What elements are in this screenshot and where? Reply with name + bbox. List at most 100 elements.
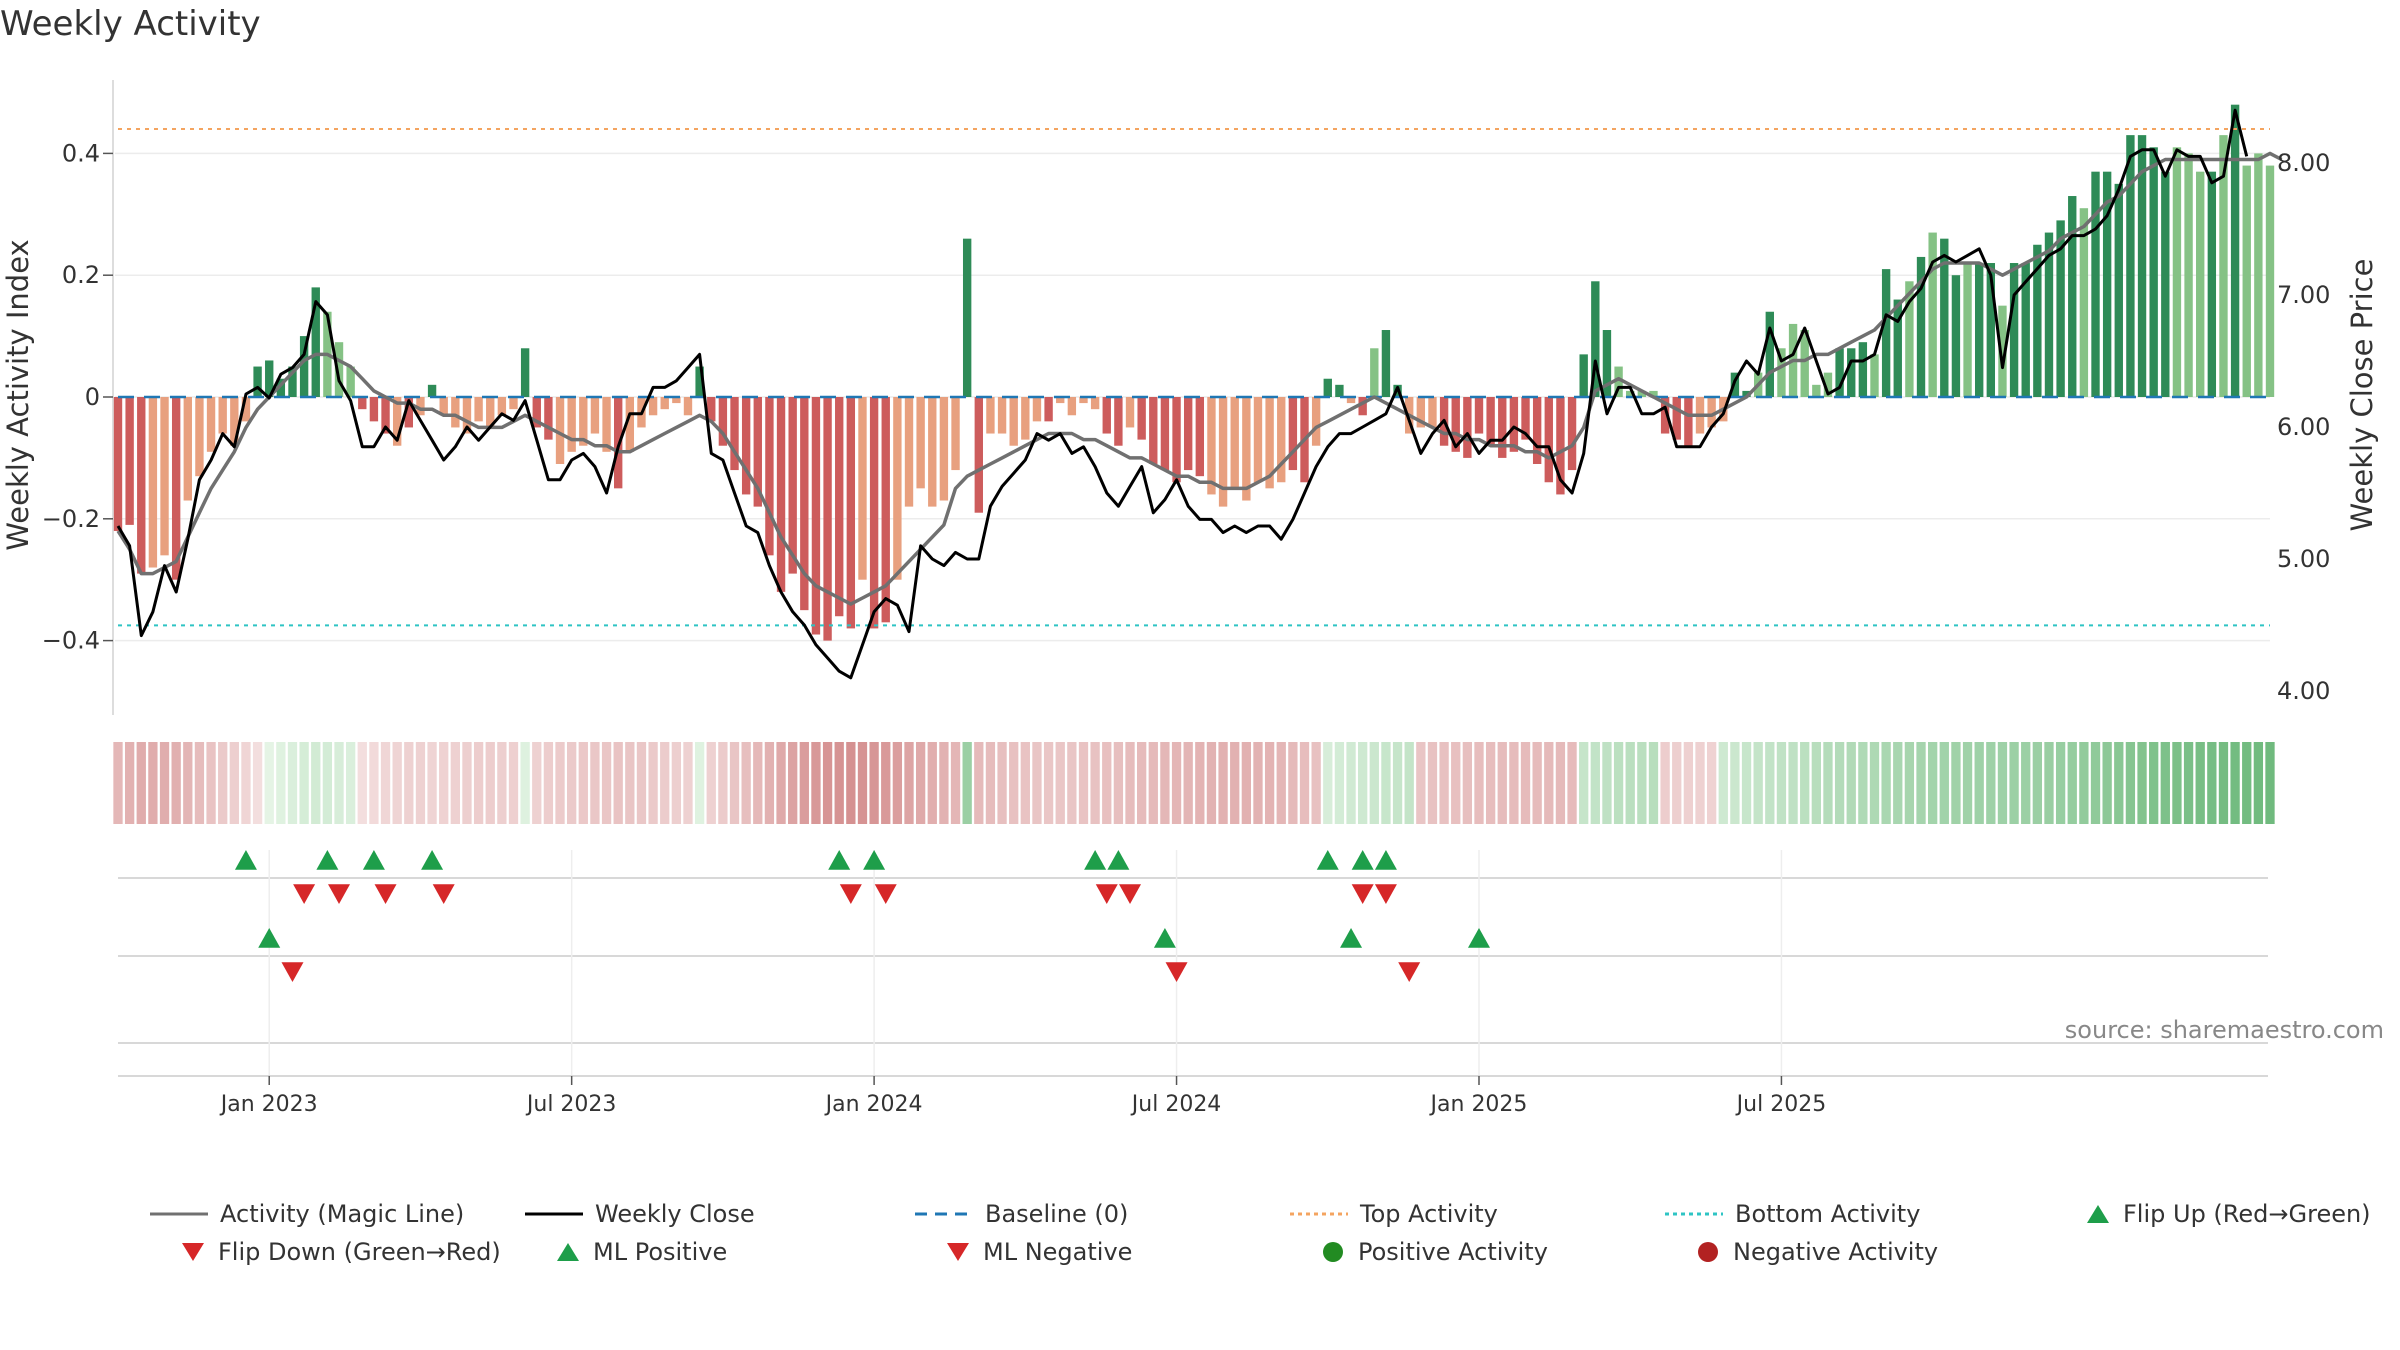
activity-bar [195, 397, 204, 477]
heat-cell [1113, 742, 1124, 824]
activity-bar [869, 397, 879, 629]
activity-bar [1195, 397, 1205, 477]
flip-down-marker [328, 884, 351, 904]
heat-cell [1206, 742, 1217, 824]
heat-cell [1800, 742, 1810, 824]
heat-cell [648, 742, 658, 824]
heat-cell [1137, 742, 1147, 824]
activity-bar [962, 238, 972, 397]
heat-cell [1102, 742, 1112, 824]
legend-label: ML Positive [593, 1238, 728, 1266]
heat-cell [974, 742, 984, 824]
heat-cell [753, 742, 763, 824]
heat-cell [997, 742, 1007, 824]
magic-line-series [116, 151, 2283, 606]
flip-down-marker [1119, 884, 1142, 904]
heat-cell [2009, 742, 2019, 824]
heat-cell [1358, 742, 1368, 824]
heat-cell [1032, 742, 1042, 824]
activity-bar [695, 366, 704, 397]
activity-bar [2068, 196, 2077, 397]
heat-cell [380, 742, 391, 824]
source-credit: source: sharemaestro.com [2064, 1016, 2384, 1044]
flip-up-marker [828, 850, 851, 870]
activity-bar [404, 397, 413, 428]
activity-bar [311, 287, 320, 397]
activity-bar [1649, 390, 1658, 397]
ml-positive-marker [1340, 928, 1363, 948]
heat-cell [1928, 742, 1938, 824]
activity-bar [1742, 390, 1751, 397]
flip-down-marker [839, 884, 862, 904]
heat-cell [1765, 742, 1775, 824]
activity-bar [800, 397, 809, 611]
heat-cell [834, 742, 844, 824]
heat-cell [252, 742, 263, 824]
heat-cell [2207, 742, 2217, 824]
heat-cell [520, 742, 530, 824]
heat-cell [2218, 742, 2229, 824]
heat-cell [846, 742, 856, 824]
heat-cell [718, 742, 728, 824]
x-tick-label: Jan 2024 [824, 1092, 923, 1117]
legend-item: Bottom Activity [1665, 1200, 1920, 1228]
heat-cell [299, 742, 309, 824]
activity-bar [462, 397, 472, 434]
flip-up-marker [863, 850, 886, 870]
heat-cell [578, 742, 588, 824]
heat-cell [1718, 742, 1728, 824]
activity-bar [835, 397, 844, 617]
heat-cell [1951, 742, 1961, 824]
x-tick-label: Jan 2025 [1429, 1092, 1528, 1117]
activity-bar [1253, 397, 1263, 483]
heat-cell [1997, 742, 2008, 824]
activity-bar [1183, 397, 1193, 471]
heat-cell [1078, 742, 1089, 824]
legend-item: ML Negative [945, 1238, 1132, 1266]
heat-cell [369, 742, 379, 824]
heat-cell [601, 742, 612, 824]
activity-bar [148, 397, 158, 568]
legend-item: Flip Up (Red→Green) [2085, 1200, 2371, 1228]
activity-bar [2242, 165, 2251, 397]
heat-cell [1695, 742, 1705, 824]
heat-cell [1974, 742, 1984, 824]
activity-bar [893, 397, 902, 580]
activity-bar [497, 397, 507, 416]
heat-cell [1590, 742, 1600, 824]
activity-bar [788, 397, 797, 574]
heat-cell [1497, 742, 1507, 824]
activity-bar [1032, 397, 1042, 422]
heat-cell [2079, 742, 2089, 824]
chart-legend: Activity (Magic Line) Weekly Close Baselin… [150, 1200, 2390, 1290]
activity-bar [1847, 348, 1856, 397]
activity-bar [1114, 397, 1123, 446]
activity-bar [1358, 397, 1367, 416]
left-tick-label: 0 [85, 383, 100, 411]
heat-cell [904, 742, 914, 824]
heat-cell [660, 742, 670, 824]
right-axis-title: Weekly Close Price [2345, 259, 2379, 532]
legend-label: Weekly Close [595, 1200, 755, 1228]
flip-up-marker [1351, 850, 1374, 870]
activity-bar [1323, 378, 1332, 397]
activity-bar [520, 348, 530, 397]
heat-cell [811, 742, 821, 824]
legend-item: ML Positive [555, 1238, 727, 1266]
heat-cell [1416, 742, 1426, 824]
activity-bar [1149, 397, 1158, 464]
legend-line-swatch [1290, 1212, 1348, 1216]
activity-bar [1951, 275, 1961, 397]
heat-cell [1311, 742, 1321, 824]
legend-label: Positive Activity [1358, 1238, 1548, 1266]
heat-cell [729, 742, 740, 824]
heat-cell [2114, 742, 2124, 824]
legend-line-swatch [525, 1212, 583, 1216]
flip-up-marker [316, 850, 339, 870]
activity-bar [1998, 305, 2007, 397]
activity-bar [1916, 256, 1926, 397]
flip-up-marker [362, 850, 385, 870]
activity-bar [369, 397, 379, 422]
legend-label: Flip Up (Red→Green) [2123, 1200, 2371, 1228]
